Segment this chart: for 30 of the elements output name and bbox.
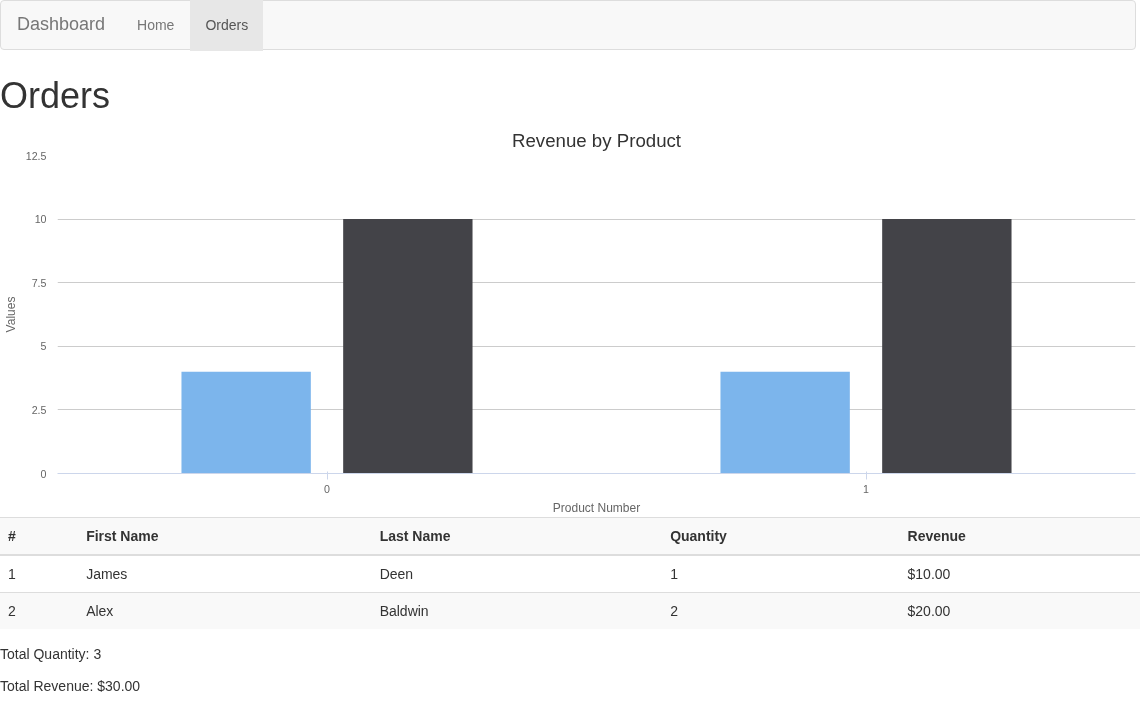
text: 2 [0, 592, 79, 629]
y-tick-label: 2.5 [31, 403, 47, 416]
y-tick-label: 0 [40, 467, 47, 480]
text: Revenue [899, 517, 1140, 555]
text: Dashboard [16, 13, 107, 37]
text: First Name [78, 517, 372, 555]
text: # [0, 517, 79, 555]
y-tick-label: 10 [34, 213, 47, 226]
text: 2 [662, 592, 900, 629]
chart-title: Revenue by Product [511, 129, 682, 151]
text: Total Quantity: 3 [0, 645, 103, 664]
text: Home [136, 16, 176, 35]
text: Orders [190, 0, 264, 51]
y-axis-title: Values [3, 296, 18, 333]
y-tick-label: 5 [40, 340, 47, 353]
text: Last Name [371, 517, 663, 555]
text: Deen [371, 555, 663, 593]
y-tick-label: 12.5 [25, 149, 47, 162]
text: 1 [662, 555, 900, 593]
text: Quantity [662, 517, 900, 555]
text: James [78, 555, 372, 593]
text: Total Revenue: $30.00 [0, 677, 141, 696]
text: $20.00 [899, 592, 1140, 629]
y-tick-label: 7.5 [31, 276, 47, 289]
x-axis-title: Product Number [552, 500, 641, 515]
text: Orders [0, 74, 111, 118]
text: Baldwin [371, 592, 663, 629]
text: 1 [0, 555, 79, 593]
text: $10.00 [899, 555, 1140, 593]
text: Alex [78, 592, 372, 629]
